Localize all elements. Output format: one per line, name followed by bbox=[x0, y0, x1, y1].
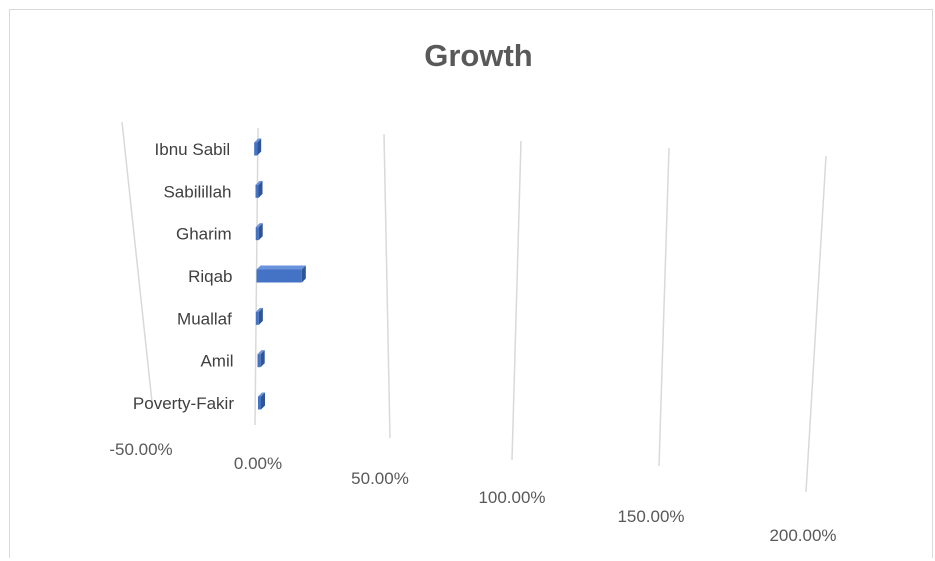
gridline bbox=[659, 148, 669, 466]
bar bbox=[258, 397, 261, 410]
gridline bbox=[384, 134, 390, 438]
category-label: Muallaf bbox=[177, 309, 232, 328]
category-label: Ibnu Sabil bbox=[155, 140, 231, 159]
x-tick-label: 150.00% bbox=[617, 507, 684, 526]
category-label: Riqab bbox=[188, 267, 232, 286]
gridline bbox=[122, 122, 152, 402]
bar bbox=[256, 185, 259, 198]
category-label: Poverty-Fakir bbox=[133, 394, 234, 413]
x-tick-label: 200.00% bbox=[769, 526, 836, 545]
x-tick-label: 100.00% bbox=[478, 488, 545, 507]
x-tick-label: -50.00% bbox=[109, 440, 172, 459]
category-label: Gharim bbox=[176, 225, 232, 244]
bar bbox=[258, 354, 261, 367]
bar-top-face bbox=[257, 266, 306, 270]
category-label: Amil bbox=[200, 352, 233, 371]
gridline bbox=[806, 156, 826, 492]
bar bbox=[257, 270, 302, 283]
bar bbox=[256, 312, 259, 325]
bar bbox=[256, 227, 259, 240]
gridline bbox=[512, 141, 521, 460]
bar bbox=[254, 143, 257, 156]
x-tick-label: 0.00% bbox=[234, 454, 282, 473]
category-label: Sabilillah bbox=[163, 182, 231, 201]
x-tick-label: 50.00% bbox=[351, 469, 409, 488]
